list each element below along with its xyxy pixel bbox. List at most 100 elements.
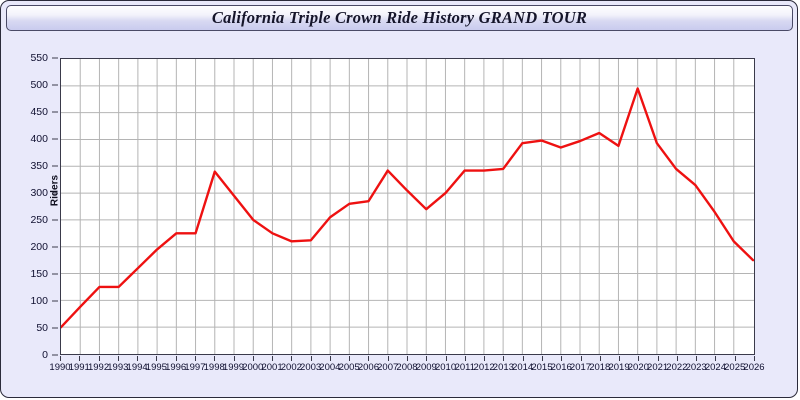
x-tick-label: 2011 (454, 362, 476, 373)
y-tick-label: 300 (30, 187, 48, 199)
x-tick-label: 1998 (203, 362, 225, 373)
x-tick-label: 2012 (473, 362, 495, 373)
y-tick-mark (52, 84, 58, 86)
x-tick-mark (252, 356, 254, 361)
y-axis-ticks: 0 50 100 150 200 250 300 350 400 450 500 550 (1, 35, 58, 378)
x-tick-label: 2014 (512, 362, 534, 373)
x-tick-label: 1990 (49, 362, 71, 373)
x-tick-label: 2006 (357, 362, 380, 373)
y-tick-mark (52, 354, 58, 356)
data-line-series (61, 87, 754, 329)
x-tick-label: 1991 (68, 362, 90, 373)
x-tick-label: 2026 (743, 362, 765, 373)
x-tick-label: 1995 (145, 362, 167, 373)
x-tick-label: 2007 (377, 362, 399, 373)
x-tick-label: 2001 (261, 362, 283, 373)
y-tick-mark (52, 273, 58, 275)
x-tick-mark (580, 356, 582, 361)
y-tick-mark (52, 111, 58, 113)
plot-area (60, 58, 755, 355)
x-tick-label: 2015 (531, 362, 553, 373)
x-tick-mark (310, 356, 312, 361)
x-tick-label: 2020 (627, 362, 649, 373)
x-tick-label: 2003 (300, 362, 322, 373)
x-tick-label: 2023 (685, 362, 707, 373)
y-tick-label: 200 (30, 241, 48, 253)
x-tick-mark (657, 356, 659, 361)
y-tick-mark (52, 219, 58, 221)
x-tick-mark (619, 356, 621, 361)
y-tick-mark (52, 300, 58, 302)
x-tick-mark (445, 356, 447, 361)
y-tick-mark (52, 165, 58, 167)
x-tick-label: 1992 (87, 362, 110, 373)
x-tick-mark (407, 356, 408, 361)
x-tick-mark (98, 356, 100, 361)
y-tick-mark (52, 327, 58, 329)
x-tick-label: 2009 (415, 362, 437, 373)
x-tick-mark (214, 356, 216, 361)
x-tick-label: 2016 (550, 362, 572, 373)
x-tick-label: 2013 (492, 362, 514, 373)
x-tick-label: 2025 (724, 362, 746, 373)
x-tick-label: 1997 (184, 362, 206, 373)
x-tick-label: 2002 (280, 362, 302, 373)
y-tick-label: 150 (30, 268, 48, 280)
y-tick-label: 0 (42, 349, 48, 361)
x-tick-mark (156, 356, 158, 361)
x-tick-mark (387, 356, 389, 361)
x-tick-label: 2008 (396, 362, 418, 373)
x-tick-mark (541, 356, 543, 361)
x-tick-mark (426, 356, 428, 361)
x-tick-mark (696, 356, 698, 361)
x-tick-mark (503, 356, 505, 361)
plot-wrapper: Riders 0 50 100 150 200 250 300 350 400 450 500 550… (1, 35, 797, 397)
x-tick-mark (638, 356, 640, 361)
grid-lines (61, 59, 754, 354)
x-tick-label: 2019 (608, 362, 630, 373)
x-tick-label: 1994 (126, 362, 148, 373)
x-tick-mark (233, 356, 235, 361)
x-tick-label: 2004 (319, 362, 341, 373)
y-tick-label: 250 (30, 214, 48, 226)
x-tick-mark (175, 356, 177, 361)
x-tick-label: 2024 (704, 362, 727, 373)
y-tick-label: 400 (30, 133, 48, 145)
x-tick-mark (117, 356, 119, 361)
x-tick-mark (676, 356, 678, 361)
x-tick-label: 2022 (666, 362, 688, 373)
x-tick-label: 2018 (589, 362, 611, 373)
y-tick-mark (52, 192, 58, 194)
y-tick-label: 550 (30, 52, 48, 64)
x-tick-mark (291, 356, 293, 361)
x-tick-mark (137, 356, 139, 361)
y-tick-mark (52, 57, 58, 59)
chart-title-bar: California Triple Crown Ride History GRA… (6, 5, 793, 31)
page-title: California Triple Crown Ride History GRA… (211, 8, 588, 27)
x-tick-mark (599, 356, 601, 361)
y-tick-label: 500 (30, 79, 48, 91)
x-tick-label: 2010 (434, 362, 457, 373)
x-tick-mark (715, 356, 717, 361)
x-tick-label: 1996 (165, 362, 187, 373)
x-tick-mark (368, 356, 370, 361)
x-tick-mark (522, 356, 524, 361)
x-tick-label: 1993 (107, 362, 129, 373)
y-tick-label: 350 (30, 160, 48, 172)
y-tick-label: 50 (36, 322, 48, 334)
y-tick-label: 100 (30, 295, 48, 307)
x-tick-mark (272, 356, 274, 361)
x-tick-label: 2005 (338, 362, 360, 373)
x-tick-label: 2017 (569, 362, 592, 373)
x-tick-mark (60, 356, 61, 361)
x-tick-mark (349, 356, 351, 361)
x-axis-ticks: 1990 1991 1992 1993 1994 1995 1996 1997 1998 1999… (1, 356, 797, 396)
riders-line (61, 87, 754, 329)
x-tick-label: 2021 (647, 362, 669, 373)
x-tick-label: 1999 (222, 362, 245, 373)
x-tick-mark (329, 356, 331, 361)
x-tick-mark (754, 356, 755, 361)
x-tick-mark (734, 356, 736, 361)
x-tick-mark (79, 356, 81, 361)
